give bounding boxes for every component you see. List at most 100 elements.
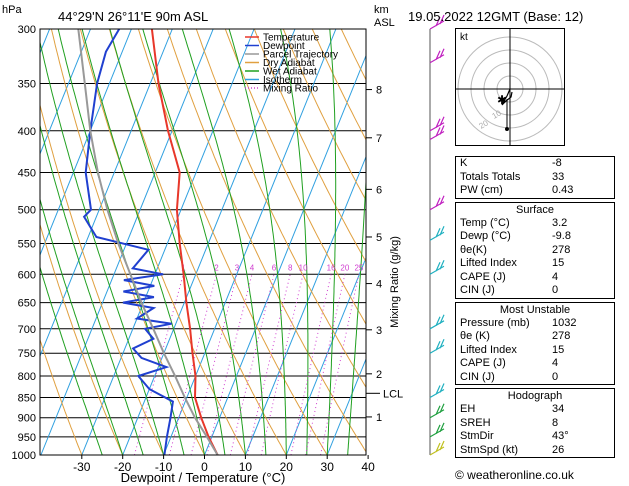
dry-adiabat — [50, 29, 205, 455]
pressure-unit: hPa — [2, 4, 22, 16]
stat-value: 15 — [552, 257, 565, 269]
stat-row: θe(K) 278 — [456, 244, 614, 258]
stat-row: CAPE (J) 4 — [456, 357, 614, 371]
storm-motion-icon: ✱ — [497, 93, 507, 107]
credit-text[interactable]: © weatheronline.co.uk — [455, 468, 574, 482]
wet-adiabat — [228, 29, 287, 455]
pressure-tick-label: 650 — [18, 298, 36, 310]
wet-adiabat — [40, 40, 165, 455]
wind-barb — [429, 440, 445, 456]
wet-adiabat — [40, 197, 124, 455]
asl-label: ASL — [374, 17, 395, 29]
stat-row: EH 34 — [456, 403, 614, 417]
wind-barb — [429, 195, 445, 211]
mixing-ratio-line — [305, 274, 346, 455]
wind-barb — [429, 338, 445, 354]
dry-adiabat — [166, 29, 366, 453]
hodo-end-dot — [505, 127, 509, 131]
altitude-tick-label: 2 — [376, 369, 382, 381]
mixing-ratio-line — [190, 274, 238, 455]
stat-value: 278 — [552, 330, 571, 342]
hodograph-plot: ✱ kt 10 20 — [456, 29, 564, 145]
stat-value: -8 — [552, 157, 562, 169]
hodo-ring-label-10: 10 — [491, 108, 504, 121]
pressure-tick-label: 1000 — [12, 450, 36, 462]
mixing-ratio-label: 25 — [354, 263, 363, 272]
stat-value: 0.43 — [552, 184, 574, 196]
altitude-tick-label: 7 — [376, 133, 382, 145]
dry-adiabat — [108, 29, 287, 455]
stat-label: θe(K) — [460, 243, 487, 256]
index-box: K -8 Totals Totals 33 PW (cm) 0.43 — [455, 156, 615, 199]
legend-label: Parcel Trajectory — [263, 50, 338, 61]
stat-value: 26 — [552, 443, 565, 456]
mixing-ratio-label: 8 — [288, 263, 293, 272]
axes: 3003504004505005506006507007508008509009… — [12, 24, 404, 474]
wet-adiabat — [280, 29, 309, 455]
stat-row: PW (cm) 0.43 — [456, 184, 614, 198]
dry-adiabat — [40, 103, 165, 455]
pressure-tick-label: 600 — [18, 269, 36, 281]
mixing-ratio-line — [133, 274, 184, 455]
stat-row: Temp (°C) 3.2 — [456, 217, 614, 231]
temperature-tick-label: 30 — [321, 460, 335, 474]
hodo-trace — [501, 88, 513, 106]
stat-label: K — [460, 157, 468, 169]
pressure-tick-label: 750 — [18, 348, 36, 360]
stat-label: θe (K) — [460, 330, 490, 342]
stat-label: StmDir — [460, 430, 494, 442]
wind-barb — [429, 383, 445, 399]
stat-row: θe (K) 278 — [456, 330, 614, 344]
stat-value: 1032 — [552, 316, 577, 329]
stat-value: 34 — [552, 403, 565, 415]
pressure-tick-label: 300 — [18, 24, 36, 36]
stat-label: Totals Totals — [460, 170, 521, 183]
isotherm-line — [40, 29, 91, 156]
most-unstable-title: Most Unstable — [499, 303, 571, 316]
stat-label: EH — [460, 403, 476, 415]
hodo-unit: kt — [460, 32, 468, 43]
hodograph-panel: ✱ kt 10 20 — [455, 28, 565, 146]
pressure-tick-label: 550 — [18, 238, 36, 250]
stat-row: Dewp (°C) -9.8 — [456, 230, 614, 244]
curve-parcel-trajectory — [77, 29, 219, 455]
background-grid: 1 2 3 4 6 8 10 16 20 25 — [40, 29, 366, 455]
temperature-tick-label: 10 — [239, 460, 253, 474]
pressure-tick-label: 500 — [18, 205, 36, 217]
stat-row: Lifted Index 15 — [456, 257, 614, 271]
stat-value: -9.8 — [552, 230, 571, 242]
hodograph-title: Hodograph — [507, 390, 563, 402]
stat-row: CAPE (J) 4 — [456, 271, 614, 285]
isotherm-line — [326, 357, 366, 455]
wind-barb — [429, 225, 445, 241]
isotherm-line — [122, 29, 296, 455]
wind-barbs — [429, 14, 445, 456]
stat-label: Dewp (°C) — [460, 230, 511, 242]
wet-adiabat — [181, 29, 267, 455]
stat-label: CIN (J) — [460, 284, 495, 296]
stat-value: 0 — [552, 284, 559, 296]
stat-label: CAPE (J) — [460, 357, 506, 369]
legend-label: Mixing Ratio — [263, 84, 318, 95]
wet-adiabat — [142, 29, 246, 455]
altitude-tick-label: 4 — [376, 279, 382, 291]
legend-label: Wet Adiabat — [263, 67, 317, 78]
dry-adiabat — [137, 29, 328, 455]
mixing-ratio-label: 6 — [272, 263, 277, 272]
legend-label: Temperature — [263, 33, 320, 44]
isotherm-line — [244, 155, 366, 455]
x-axis-label: Dewpoint / Temperature (°C) — [121, 470, 286, 485]
wind-barb — [429, 403, 445, 419]
dry-adiabat — [282, 29, 366, 202]
wet-adiabat — [57, 29, 185, 455]
surface-box: Surface Temp (°C) 3.2 Dewp (°C) -9.8 θe(K)… — [455, 201, 615, 299]
most-unstable-box: Most Unstable Pressure (mb) 1032 θe (K) 27… — [455, 301, 615, 385]
mixing-ratio-label: 20 — [340, 263, 349, 272]
stat-row: Pressure (mb) 1032 — [456, 317, 614, 331]
dry-adiabat — [40, 222, 124, 455]
wind-barb — [429, 48, 445, 64]
pressure-tick-label: 700 — [18, 324, 36, 336]
stat-label: Lifted Index — [460, 343, 517, 356]
dry-adiabat — [253, 29, 366, 263]
